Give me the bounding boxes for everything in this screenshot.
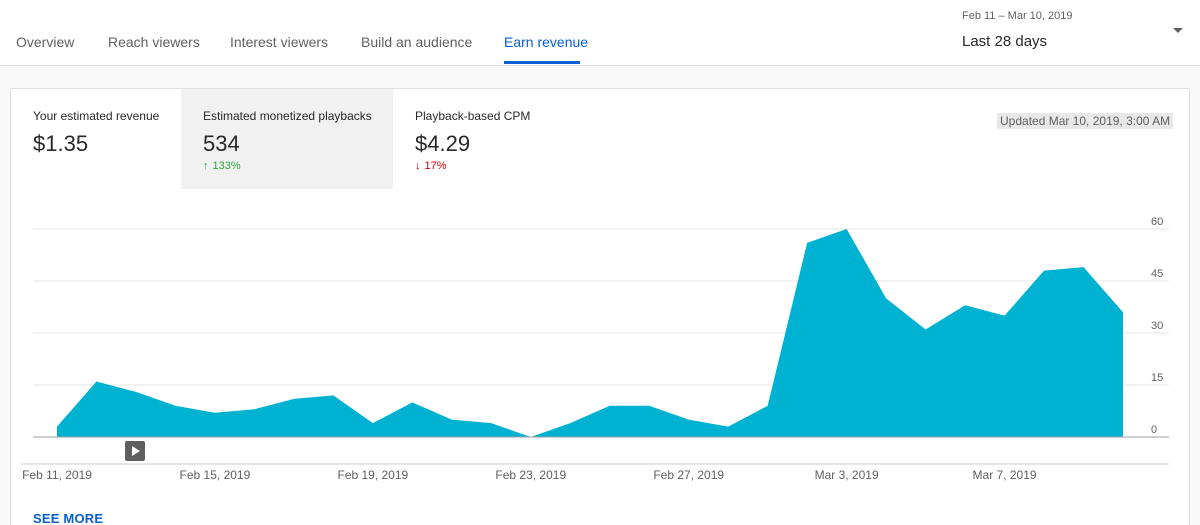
data-point <box>1082 265 1086 269</box>
x-tick-label: Mar 3, 2019 <box>815 468 879 482</box>
data-point <box>134 390 138 394</box>
data-point <box>726 425 730 429</box>
data-point <box>647 404 651 408</box>
metric-value: 534 <box>203 131 240 156</box>
tab-earn-revenue[interactable]: Earn revenue <box>504 34 589 50</box>
data-point <box>924 328 928 332</box>
metric-value: $4.29 <box>415 131 471 156</box>
x-tick-label: Feb 19, 2019 <box>337 468 408 482</box>
data-point <box>845 227 849 231</box>
tab-reach-viewers[interactable]: Reach viewers <box>108 34 200 50</box>
data-point <box>1121 310 1125 314</box>
data-point <box>371 421 375 425</box>
tab-interest-viewers[interactable]: Interest viewers <box>230 34 329 50</box>
active-tab-indicator <box>504 61 580 64</box>
updated-timestamp: Updated Mar 10, 2019, 3:00 AM <box>997 113 1174 129</box>
x-tick-label: Feb 27, 2019 <box>653 468 724 482</box>
metric-delta-value: 133% <box>212 160 241 172</box>
date-range-text: Feb 11 – Mar 10, 2019 <box>962 10 1073 22</box>
y-tick-label: 30 <box>1151 320 1163 332</box>
data-point <box>608 404 612 408</box>
metric-estimated-revenue[interactable]: Your estimated revenue $1.35 <box>11 89 181 189</box>
data-point <box>766 404 770 408</box>
data-point <box>410 400 414 404</box>
data-point <box>173 404 177 408</box>
y-tick-label: 60 <box>1151 216 1163 228</box>
metric-playback-cpm[interactable]: Playback-based CPM $4.29 ↓ 17% <box>393 89 593 189</box>
data-point <box>963 303 967 307</box>
data-point <box>568 421 572 425</box>
data-point <box>529 435 533 439</box>
data-point <box>805 241 809 245</box>
y-tick-label: 45 <box>1151 268 1163 280</box>
chevron-down-icon <box>1173 28 1183 33</box>
tab-overview[interactable]: Overview <box>16 34 75 50</box>
x-tick-label: Mar 7, 2019 <box>973 468 1037 482</box>
metric-title: Your estimated revenue <box>33 109 160 123</box>
date-range-label: Last 28 days <box>962 33 1048 50</box>
data-point <box>252 407 256 411</box>
top-navigation-bar: Overview Reach viewers Interest viewers … <box>0 0 1200 66</box>
data-point <box>1042 269 1046 273</box>
x-tick-label: Feb 23, 2019 <box>495 468 566 482</box>
data-point <box>213 411 217 415</box>
metric-monetized-playbacks[interactable]: Estimated monetized playbacks 534 ↑ 133% <box>181 89 393 189</box>
metric-title: Estimated monetized playbacks <box>203 109 372 123</box>
playbacks-area-chart: 0 15 30 45 60 Feb 11, 2019 Feb 15, 2019 Feb 19,… <box>21 216 1169 482</box>
metric-delta: ↓ 17% <box>415 160 447 172</box>
x-tick-label: Feb 11, 2019 <box>22 468 92 482</box>
data-point <box>55 425 59 429</box>
date-range-dropdown[interactable]: Feb 11 – Mar 10, 2019 Last 28 days <box>940 0 1200 66</box>
data-point <box>687 418 691 422</box>
see-more-link[interactable]: SEE MORE <box>33 511 104 525</box>
data-point <box>292 397 296 401</box>
data-point <box>489 421 493 425</box>
play-icon[interactable] <box>125 441 145 461</box>
arrow-down-icon: ↓ <box>415 160 421 172</box>
metric-delta: ↑ 133% <box>203 160 241 172</box>
arrow-up-icon: ↑ <box>203 160 209 172</box>
area-series-monetized-playbacks <box>57 229 1123 437</box>
data-point <box>884 296 888 300</box>
data-point <box>94 380 98 384</box>
tab-build-an-audience[interactable]: Build an audience <box>361 34 473 50</box>
data-point <box>331 393 335 397</box>
revenue-metrics-card: Your estimated revenue $1.35 Estimated m… <box>10 88 1190 525</box>
metric-value: $1.35 <box>33 131 89 156</box>
y-tick-label: 15 <box>1151 372 1163 384</box>
metric-title: Playback-based CPM <box>415 109 531 123</box>
x-tick-label: Feb 15, 2019 <box>180 468 251 482</box>
data-point <box>450 418 454 422</box>
data-point <box>1003 314 1007 318</box>
metric-delta-value: 17% <box>424 160 447 172</box>
y-tick-label: 0 <box>1151 424 1157 436</box>
